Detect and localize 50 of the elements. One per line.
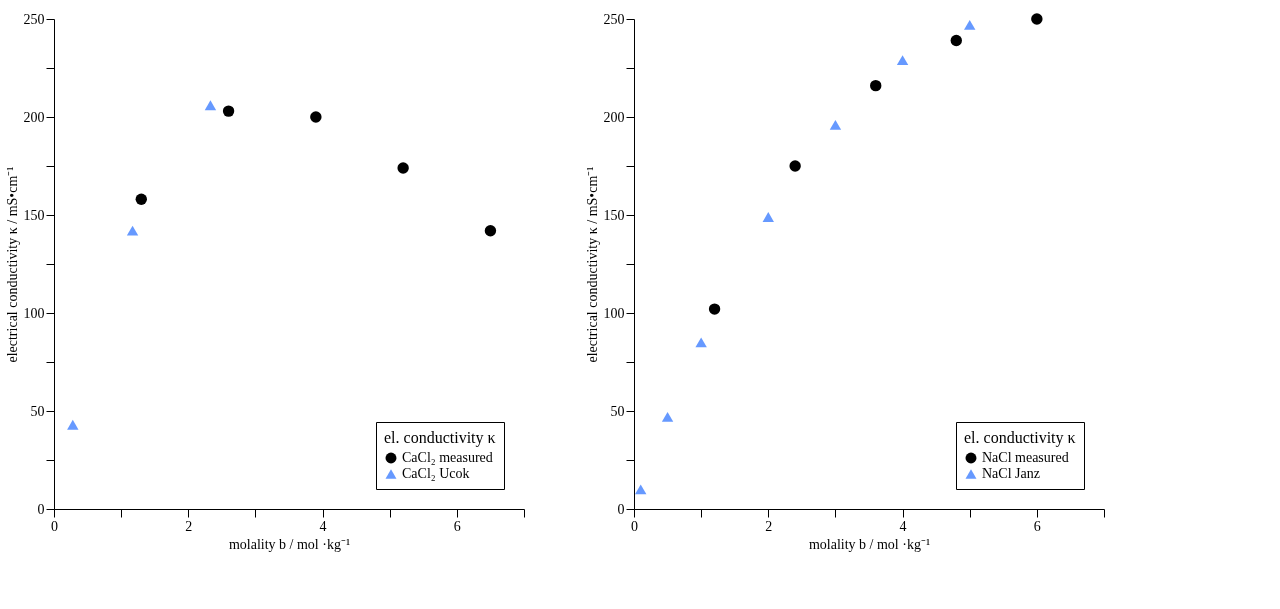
y-axis-title: electrical conductivity κ / mS•cm⁻¹	[4, 166, 20, 363]
y-tick-label: 50	[30, 403, 45, 419]
point	[635, 484, 647, 495]
point	[67, 419, 79, 430]
point	[829, 119, 842, 130]
x-tick-label: 2	[185, 518, 193, 534]
legend-label: CaCl₂ Ucok	[402, 466, 470, 481]
point	[310, 111, 322, 123]
point	[661, 411, 674, 422]
y-tick-label: 0	[617, 501, 625, 517]
point	[870, 79, 882, 92]
point	[695, 337, 707, 348]
point	[135, 193, 147, 206]
point	[222, 105, 235, 117]
y-tick-label: 200	[603, 109, 625, 125]
point	[964, 19, 976, 30]
x-tick-label: 6	[453, 518, 461, 534]
x-tick-label: 0	[51, 518, 58, 534]
y-tick-label: 50	[610, 403, 625, 419]
legend-label: CaCl₂ measured	[402, 450, 493, 465]
x-tick-label: 4	[319, 518, 327, 534]
y-axis-title: electrical conductivity κ / mS•cm⁻¹	[584, 166, 600, 363]
y-tick-label: 0	[37, 501, 45, 517]
legend-title: el. conductivity κ	[964, 429, 1076, 447]
legend-title: el. conductivity κ	[384, 429, 496, 447]
y-tick-label: 100	[603, 305, 625, 321]
point	[896, 55, 909, 66]
x-axis-title: molality b / mol ·kg⁻¹	[228, 536, 351, 552]
point	[950, 34, 962, 47]
legend-label: NaCl measured	[982, 450, 1069, 465]
y-tick-label: 150	[23, 207, 45, 223]
legend-label: NaCl Janz	[982, 466, 1040, 481]
point	[484, 224, 497, 237]
y-tick-label: 250	[23, 11, 45, 27]
point	[789, 160, 801, 172]
point	[397, 162, 409, 174]
x-tick-label: 2	[765, 518, 773, 534]
x-tick-label: 0	[631, 518, 638, 534]
x-tick-label: 4	[899, 518, 907, 534]
y-tick-label: 150	[603, 207, 625, 223]
point	[1031, 13, 1043, 25]
point	[708, 303, 721, 315]
point	[126, 225, 139, 236]
x-axis-title: molality b / mol ·kg⁻¹	[808, 536, 931, 552]
x-tick-label: 6	[1033, 518, 1041, 534]
y-tick-label: 100	[23, 305, 45, 321]
point	[204, 100, 217, 111]
y-tick-label: 200	[23, 109, 45, 125]
y-tick-label: 250	[603, 11, 625, 27]
point	[762, 212, 774, 222]
